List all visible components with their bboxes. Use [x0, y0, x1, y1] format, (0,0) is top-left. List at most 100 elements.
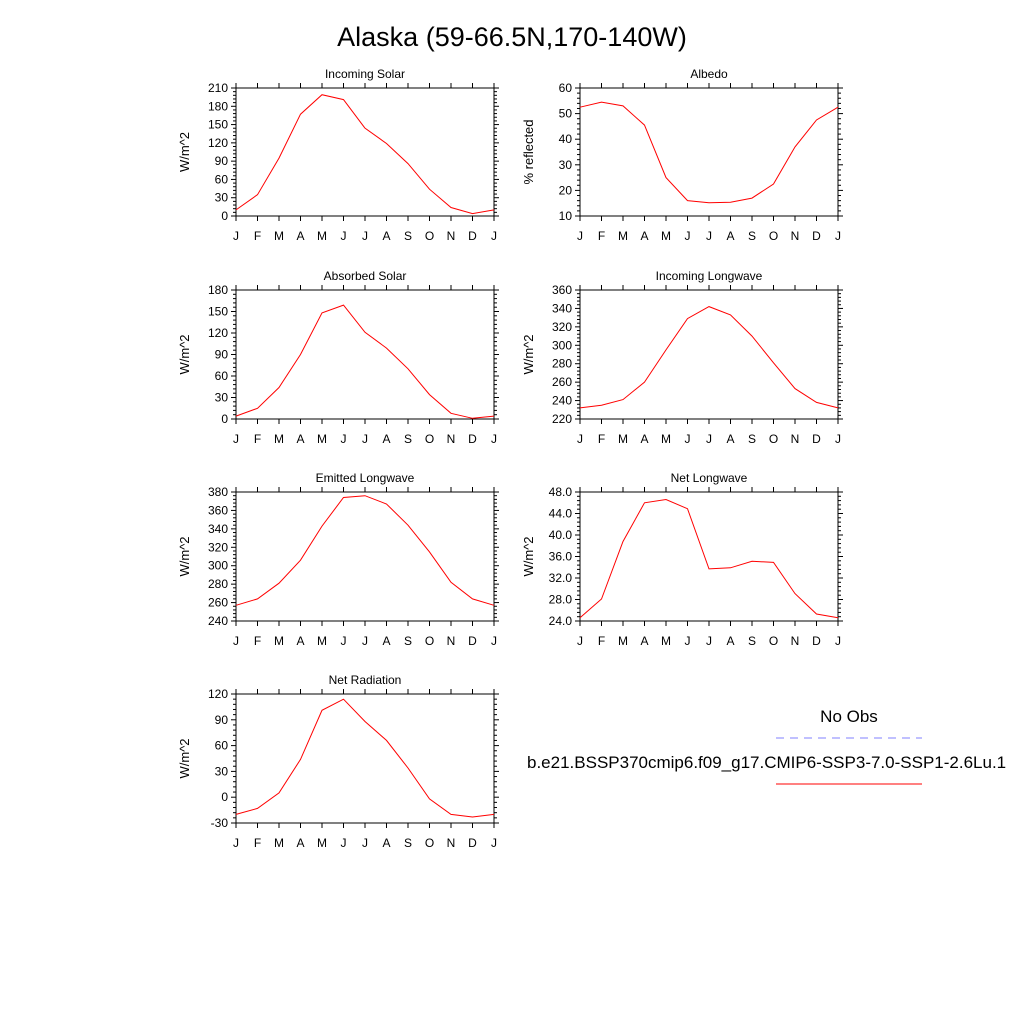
- y-axis-label: % reflected: [521, 119, 536, 184]
- x-tick-label: J: [362, 432, 368, 446]
- series-line: [579, 306, 839, 409]
- y-tick-label: 44.0: [549, 507, 573, 521]
- y-tick-label: 210: [208, 81, 228, 95]
- y-tick-label: 60: [215, 739, 229, 753]
- y-tick-label: 120: [208, 136, 228, 150]
- x-tick-label: J: [341, 634, 347, 648]
- y-tick-label: 280: [552, 357, 572, 371]
- x-tick-label: J: [362, 634, 368, 648]
- y-tick-label: 360: [208, 503, 228, 517]
- x-tick-label: M: [317, 229, 327, 243]
- y-tick-label: 120: [208, 326, 228, 340]
- y-axis-label: W/m^2: [177, 536, 192, 576]
- y-tick-label: 30: [559, 158, 573, 172]
- y-tick-label: 340: [552, 301, 572, 315]
- x-tick-label: M: [661, 229, 671, 243]
- x-tick-label: D: [812, 634, 821, 648]
- y-tick-label: 380: [208, 485, 228, 499]
- panel-title: Net Longwave: [671, 471, 748, 485]
- x-tick-label: J: [685, 432, 691, 446]
- plot-frame: [579, 491, 839, 622]
- panel-title: Incoming Solar: [325, 67, 405, 81]
- x-tick-label: D: [812, 229, 821, 243]
- y-tick-label: 280: [208, 577, 228, 591]
- x-tick-label: M: [274, 836, 284, 850]
- y-tick-label: 0: [221, 412, 228, 426]
- panel-title: Incoming Longwave: [656, 269, 763, 283]
- x-tick-label: J: [491, 634, 497, 648]
- x-tick-label: M: [618, 432, 628, 446]
- y-tick-label: 48.0: [549, 485, 573, 499]
- x-tick-label: N: [791, 432, 800, 446]
- x-tick-label: J: [233, 836, 239, 850]
- y-tick-label: 90: [215, 154, 229, 168]
- x-tick-label: M: [618, 229, 628, 243]
- x-tick-label: M: [661, 432, 671, 446]
- x-tick-label: A: [726, 634, 734, 648]
- x-tick-label: A: [382, 229, 390, 243]
- x-tick-label: M: [274, 229, 284, 243]
- x-tick-label: F: [598, 634, 605, 648]
- y-tick-label: 60: [215, 172, 229, 186]
- x-tick-label: A: [640, 229, 648, 243]
- x-tick-label: J: [685, 229, 691, 243]
- x-tick-label: A: [382, 634, 390, 648]
- x-tick-label: A: [640, 432, 648, 446]
- x-tick-label: F: [254, 229, 261, 243]
- x-tick-label: O: [425, 836, 434, 850]
- x-tick-label: N: [447, 634, 456, 648]
- chart-panel-4: Incoming Longwave 220 240 260 280 300 320 340 36…: [521, 269, 843, 446]
- y-tick-label: 60: [215, 369, 229, 383]
- y-axis-label: W/m^2: [177, 334, 192, 374]
- y-tick-label: 320: [552, 320, 572, 334]
- x-tick-label: J: [577, 229, 583, 243]
- y-tick-label: 90: [215, 713, 229, 727]
- x-tick-label: N: [791, 229, 800, 243]
- y-axis-label: W/m^2: [521, 536, 536, 576]
- x-tick-label: N: [447, 836, 456, 850]
- y-tick-label: 150: [208, 118, 228, 132]
- x-tick-label: J: [685, 634, 691, 648]
- x-tick-label: J: [706, 432, 712, 446]
- x-tick-label: A: [726, 229, 734, 243]
- x-tick-label: M: [661, 634, 671, 648]
- x-tick-label: A: [296, 836, 304, 850]
- x-tick-label: M: [317, 634, 327, 648]
- y-tick-label: 260: [208, 596, 228, 610]
- y-tick-label: 320: [208, 540, 228, 554]
- series-line: [235, 495, 495, 606]
- y-tick-label: 24.0: [549, 614, 573, 628]
- x-tick-label: D: [468, 836, 477, 850]
- y-tick-label: 180: [208, 99, 228, 113]
- y-tick-label: 360: [552, 283, 572, 297]
- series-line: [235, 94, 495, 215]
- x-tick-label: F: [598, 432, 605, 446]
- x-tick-label: O: [425, 432, 434, 446]
- x-tick-label: S: [404, 836, 412, 850]
- y-tick-label: -30: [211, 816, 229, 830]
- legend-model-label: b.e21.BSSP370cmip6.f09_g17.CMIP6-SSP3-7.…: [527, 753, 1006, 772]
- x-tick-label: A: [640, 634, 648, 648]
- x-tick-label: S: [748, 432, 756, 446]
- x-tick-label: J: [341, 836, 347, 850]
- y-tick-label: 28.0: [549, 593, 573, 607]
- panel-title: Albedo: [690, 67, 728, 81]
- legend-obs-label: No Obs: [820, 707, 878, 726]
- y-tick-label: 0: [221, 790, 228, 804]
- plot-frame: [235, 491, 495, 622]
- x-tick-label: A: [382, 836, 390, 850]
- x-tick-label: J: [491, 836, 497, 850]
- panel-title: Net Radiation: [329, 673, 402, 687]
- x-tick-label: J: [491, 229, 497, 243]
- y-tick-label: 40.0: [549, 528, 573, 542]
- series-line: [235, 304, 495, 419]
- y-tick-label: 340: [208, 522, 228, 536]
- x-tick-label: J: [362, 229, 368, 243]
- y-axis-label: W/m^2: [177, 738, 192, 778]
- y-tick-label: 30: [215, 191, 229, 205]
- x-tick-label: D: [812, 432, 821, 446]
- y-tick-label: 300: [208, 559, 228, 573]
